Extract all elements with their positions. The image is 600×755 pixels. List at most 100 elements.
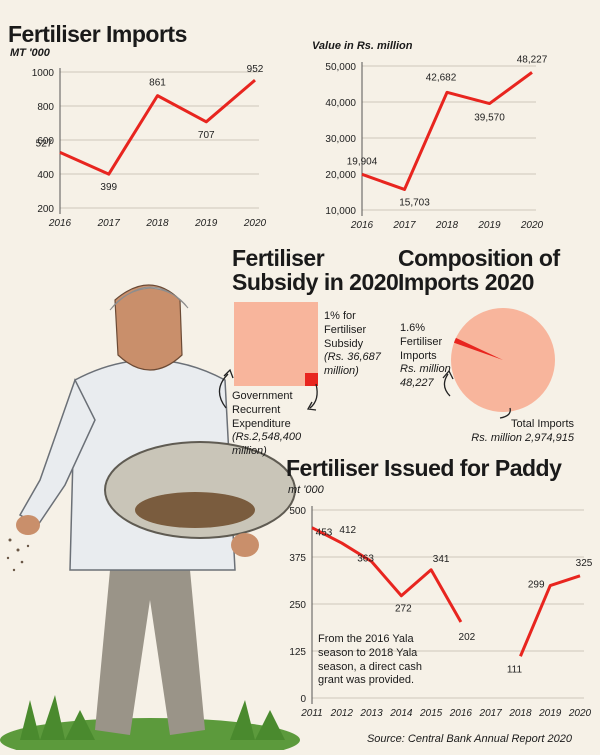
subsidy-small-label: 1% for Fertiliser Subsidy (Rs. 36,687 mi… xyxy=(324,310,381,379)
composition-slice-label-1: 1.6% xyxy=(400,322,426,334)
composition-arrows xyxy=(442,369,511,419)
source-note: Source: Central Bank Annual Report 2020 xyxy=(366,733,572,745)
composition-slice-label: 1.6% Fertiliser Imports Rs. million 48,2… xyxy=(400,322,451,391)
imports-value-ytick-label: 50,000 xyxy=(325,62,356,73)
imports-value-unit: Value in Rs. million xyxy=(312,40,413,52)
subsidy-small-label-5: million) xyxy=(324,365,359,377)
paddy-chart: 0 125 250 375 500 2011 2012 2013 2014 2015 2016 201… xyxy=(289,506,593,719)
paddy-xtick-label: 2013 xyxy=(359,708,383,719)
paddy-data-label: 325 xyxy=(576,558,593,569)
imports-value-data-label: 42,682 xyxy=(426,72,457,83)
subsidy-big-label-1: Government xyxy=(232,390,293,402)
subsidy-big-label-3: Expenditure xyxy=(232,417,291,430)
paddy-ytick-label: 375 xyxy=(289,553,306,564)
paddy-data-label: 202 xyxy=(459,632,476,643)
composition-slice-label-3: Imports xyxy=(400,349,437,362)
composition-total-label-1: Total Imports xyxy=(511,418,574,430)
imports-value-xtick-label: 2019 xyxy=(477,220,501,231)
imports-qty-chart: 200 400 600 800 1000 2016 2017 2018 2019 2020 527 3… xyxy=(32,64,267,229)
imports-qty-xtick-label: 2016 xyxy=(48,218,72,229)
composition-slice-label-4: Rs. million xyxy=(400,363,451,376)
subsidy-title: Fertiliser Subsidy in 2020 xyxy=(232,245,399,296)
subsidy-big-label-4: (Rs.2,548,400 xyxy=(232,431,302,444)
farmer-illustration xyxy=(0,284,300,750)
imports-qty-data-label: 861 xyxy=(149,78,166,89)
imports-qty-xtick-label: 2018 xyxy=(145,218,169,229)
paddy-ytick-label: 125 xyxy=(289,647,306,658)
subsidy-big-square xyxy=(234,302,318,386)
imports-value-xtick-label: 2018 xyxy=(435,220,459,231)
imports-value-data-label: 39,570 xyxy=(474,113,505,124)
paddy-ytick-label: 500 xyxy=(289,506,306,517)
paddy-data-label: 453 xyxy=(316,528,333,539)
imports-qty-ytick-label: 600 xyxy=(37,136,54,147)
paddy-xtick-label: 2014 xyxy=(389,708,413,719)
paddy-xtick-label: 2016 xyxy=(449,708,473,719)
paddy-xtick-label: 2017 xyxy=(479,708,503,719)
imports-value-xtick-label: 2017 xyxy=(392,220,416,231)
paddy-series-line xyxy=(311,526,463,623)
imports-value-chart: 10,000 20,000 30,000 40,000 50,000 2016 2017 20… xyxy=(325,54,548,231)
imports-value-ytick-label: 30,000 xyxy=(325,134,356,145)
paddy-note-4: grant was provided. xyxy=(318,674,414,687)
imports-qty-ytick-label: 200 xyxy=(37,204,54,215)
imports-qty-xtick-label: 2020 xyxy=(243,218,267,229)
paddy-ytick-label: 0 xyxy=(300,694,306,705)
imports-value-data-label: 19,904 xyxy=(347,156,378,167)
paddy-xtick-label: 2018 xyxy=(508,708,532,719)
composition-title-line2: Imports 2020 xyxy=(398,269,534,296)
paddy-xtick-label: 2011 xyxy=(300,708,323,719)
paddy-data-label: 363 xyxy=(357,554,374,565)
imports-qty-ytick-label: 1000 xyxy=(32,68,55,79)
paddy-data-label: 272 xyxy=(395,604,412,615)
paddy-xtick-label: 2020 xyxy=(568,708,592,719)
imports-value-xtick-label: 2016 xyxy=(350,220,374,231)
paddy-data-label: 341 xyxy=(433,554,450,565)
trousers-shape xyxy=(95,570,205,735)
paddy-note-1: From the 2016 Yala xyxy=(318,633,414,645)
subsidy-big-label: Government Recurrent Expenditure (Rs.2,5… xyxy=(232,390,301,459)
paddy-ytick-label: 250 xyxy=(289,600,306,611)
paddy-data-label: 111 xyxy=(507,664,523,675)
imports-qty-title: Fertiliser Imports xyxy=(8,21,187,47)
imports-value-data-label: 15,703 xyxy=(399,197,430,208)
composition-total-label-2: Rs. million 2,974,915 xyxy=(471,432,574,444)
subsidy-title-line1: Fertiliser xyxy=(232,245,325,271)
paddy-series-line xyxy=(519,574,581,657)
composition-title-line1: Composition of xyxy=(398,245,560,271)
paddy-note-3: season, a direct cash xyxy=(318,660,422,673)
composition-slice-label-2: Fertiliser xyxy=(400,335,443,348)
imports-qty-xtick-label: 2019 xyxy=(194,218,218,229)
subsidy-small-label-4: (Rs. 36,687 xyxy=(324,351,381,364)
paddy-unit: mt '000 xyxy=(288,484,324,496)
subsidy-small-square xyxy=(304,372,318,386)
subsidy-small-label-1: 1% for xyxy=(324,310,356,322)
subsidy-small-label-2: Fertiliser xyxy=(324,323,367,336)
subsidy-title-line2: Subsidy in 2020 xyxy=(232,269,399,296)
subsidy-big-label-2: Recurrent xyxy=(232,403,281,416)
paddy-data-label: 299 xyxy=(528,580,545,591)
subsidy-big-label-5: million) xyxy=(232,445,267,457)
imports-qty-data-label: 527 xyxy=(36,138,53,149)
head-shape xyxy=(114,284,183,371)
subsidy-arrows xyxy=(218,368,318,411)
composition-title: Composition of Imports 2020 xyxy=(398,246,560,294)
composition-total-label: Total Imports xyxy=(464,418,574,432)
imports-qty-ytick-label: 800 xyxy=(37,102,54,113)
composition-pie xyxy=(451,308,555,412)
imports-qty-data-label: 707 xyxy=(198,130,215,141)
paddy-title: Fertiliser Issued for Paddy xyxy=(286,455,562,481)
imports-value-ytick-label: 20,000 xyxy=(325,170,356,181)
imports-value-ytick-label: 40,000 xyxy=(325,98,356,109)
imports-qty-data-label: 399 xyxy=(100,182,117,193)
imports-qty-series-line xyxy=(59,79,256,176)
paddy-note-2: season to 2018 Yala xyxy=(318,646,418,659)
paddy-xtick-label: 2019 xyxy=(538,708,562,719)
imports-value-xtick-label: 2020 xyxy=(520,220,544,231)
paddy-data-label: 412 xyxy=(339,525,356,536)
pie-slice-fertiliser xyxy=(453,337,503,360)
imports-qty-unit: MT '000 xyxy=(10,47,50,59)
paddy-note: From the 2016 Yala season to 2018 Yala s… xyxy=(318,633,422,688)
imports-qty-xtick-label: 2017 xyxy=(97,218,121,229)
imports-value-data-label: 48,227 xyxy=(517,54,548,65)
